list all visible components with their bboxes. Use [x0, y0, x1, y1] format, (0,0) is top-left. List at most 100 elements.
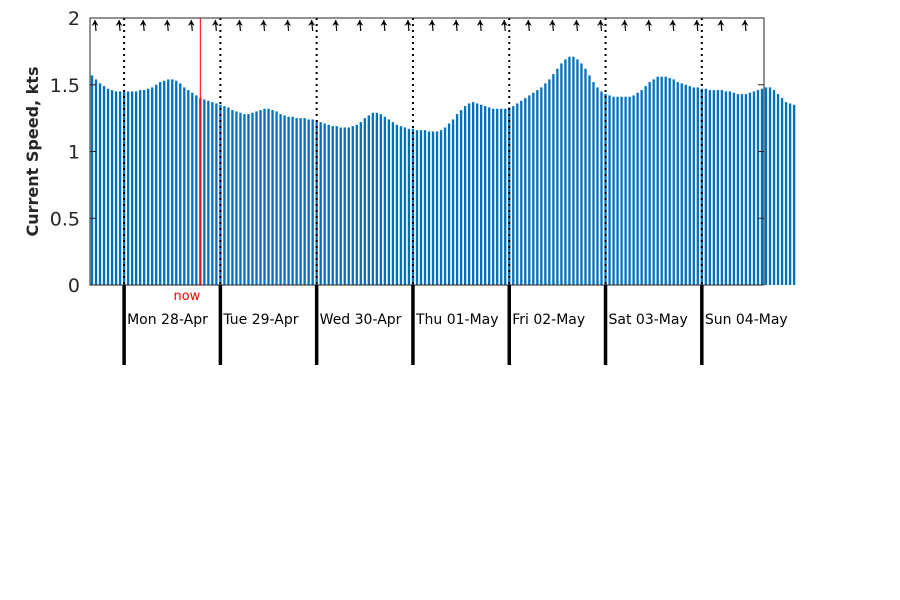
bar [94, 79, 98, 285]
bar [564, 59, 567, 285]
y-tick-label: 1.5 [50, 75, 80, 97]
bar [106, 88, 110, 285]
bar [732, 92, 736, 285]
bar [375, 112, 379, 285]
bar [616, 96, 619, 286]
bar [223, 106, 226, 285]
bar [728, 91, 732, 286]
bar [423, 130, 427, 285]
bar [584, 68, 587, 285]
day-label: Thu 01-May [415, 312, 499, 328]
bar [588, 75, 591, 285]
direction-arrow-icon [524, 19, 532, 32]
bar [447, 123, 451, 285]
bar [295, 118, 298, 286]
day-label: Sun 04-May [705, 312, 788, 328]
bar [283, 115, 286, 285]
direction-arrow-icon [404, 19, 412, 32]
bar [167, 79, 170, 285]
bar [756, 90, 760, 285]
now-marker: now [173, 18, 201, 304]
bar [403, 127, 407, 285]
bar [331, 126, 334, 285]
bar [347, 127, 350, 285]
bar [339, 127, 342, 285]
bar [568, 56, 571, 285]
bar [287, 116, 290, 285]
bar [500, 108, 503, 285]
bar [704, 88, 707, 285]
bar [126, 91, 130, 286]
day-label: Mon 28-Apr [127, 312, 208, 328]
bar [279, 114, 282, 286]
bar [724, 91, 728, 286]
bar [672, 79, 675, 285]
bar [235, 111, 238, 285]
bar [752, 91, 756, 286]
bar [560, 63, 563, 285]
bar [652, 79, 655, 285]
bar [492, 108, 495, 285]
bar [138, 90, 142, 285]
bar [604, 94, 607, 285]
bar [772, 90, 776, 285]
bar [512, 106, 515, 285]
bar [620, 96, 623, 286]
direction-arrow-icon [211, 19, 219, 32]
y-tick-label: 1 [68, 142, 80, 164]
bar [195, 95, 198, 286]
now-label: now [173, 289, 200, 304]
bar [134, 91, 138, 286]
bar [736, 94, 740, 285]
bar [764, 87, 768, 285]
direction-arrow-icon [308, 19, 316, 32]
y-tick-label: 0.5 [50, 208, 80, 230]
bar [367, 115, 370, 285]
bar [399, 126, 403, 285]
direction-arrows [91, 19, 749, 32]
direction-arrow-icon [187, 19, 195, 32]
bar [608, 95, 611, 286]
direction-arrow-icon [572, 19, 580, 32]
bar [628, 96, 631, 286]
bar [371, 112, 375, 285]
bar [544, 83, 547, 285]
bar [644, 86, 647, 285]
bar [572, 56, 575, 285]
bar [780, 98, 784, 285]
bar [496, 108, 499, 285]
bar [552, 74, 555, 285]
bar [407, 128, 411, 285]
bar [740, 94, 744, 285]
bar [163, 80, 166, 285]
bar [443, 127, 447, 285]
bar [351, 126, 354, 285]
bar [427, 131, 431, 285]
bar [592, 82, 595, 285]
bar [90, 75, 94, 285]
bar [391, 122, 395, 285]
bar [307, 119, 310, 286]
bar [612, 96, 615, 286]
bar [118, 91, 122, 286]
bar [459, 110, 463, 285]
bar [299, 118, 302, 286]
bar [143, 90, 146, 285]
bar [203, 99, 206, 285]
direction-arrow-icon [332, 19, 340, 32]
y-axis-label: Current Speed, kts [23, 67, 42, 237]
bar [624, 96, 627, 286]
direction-arrow-icon [115, 19, 123, 32]
bar [776, 94, 780, 285]
bar [696, 87, 699, 285]
day-labels: Mon 28-Apr Tue 29-Apr Wed 30-Apr Thu 01-May… [127, 312, 788, 328]
bar [363, 118, 366, 286]
bar [471, 102, 475, 285]
bar [712, 90, 716, 285]
bar [259, 110, 262, 285]
bar [411, 128, 415, 285]
bar [243, 114, 246, 286]
bars-layer [90, 56, 796, 286]
bar [187, 90, 190, 285]
bar [311, 119, 314, 286]
